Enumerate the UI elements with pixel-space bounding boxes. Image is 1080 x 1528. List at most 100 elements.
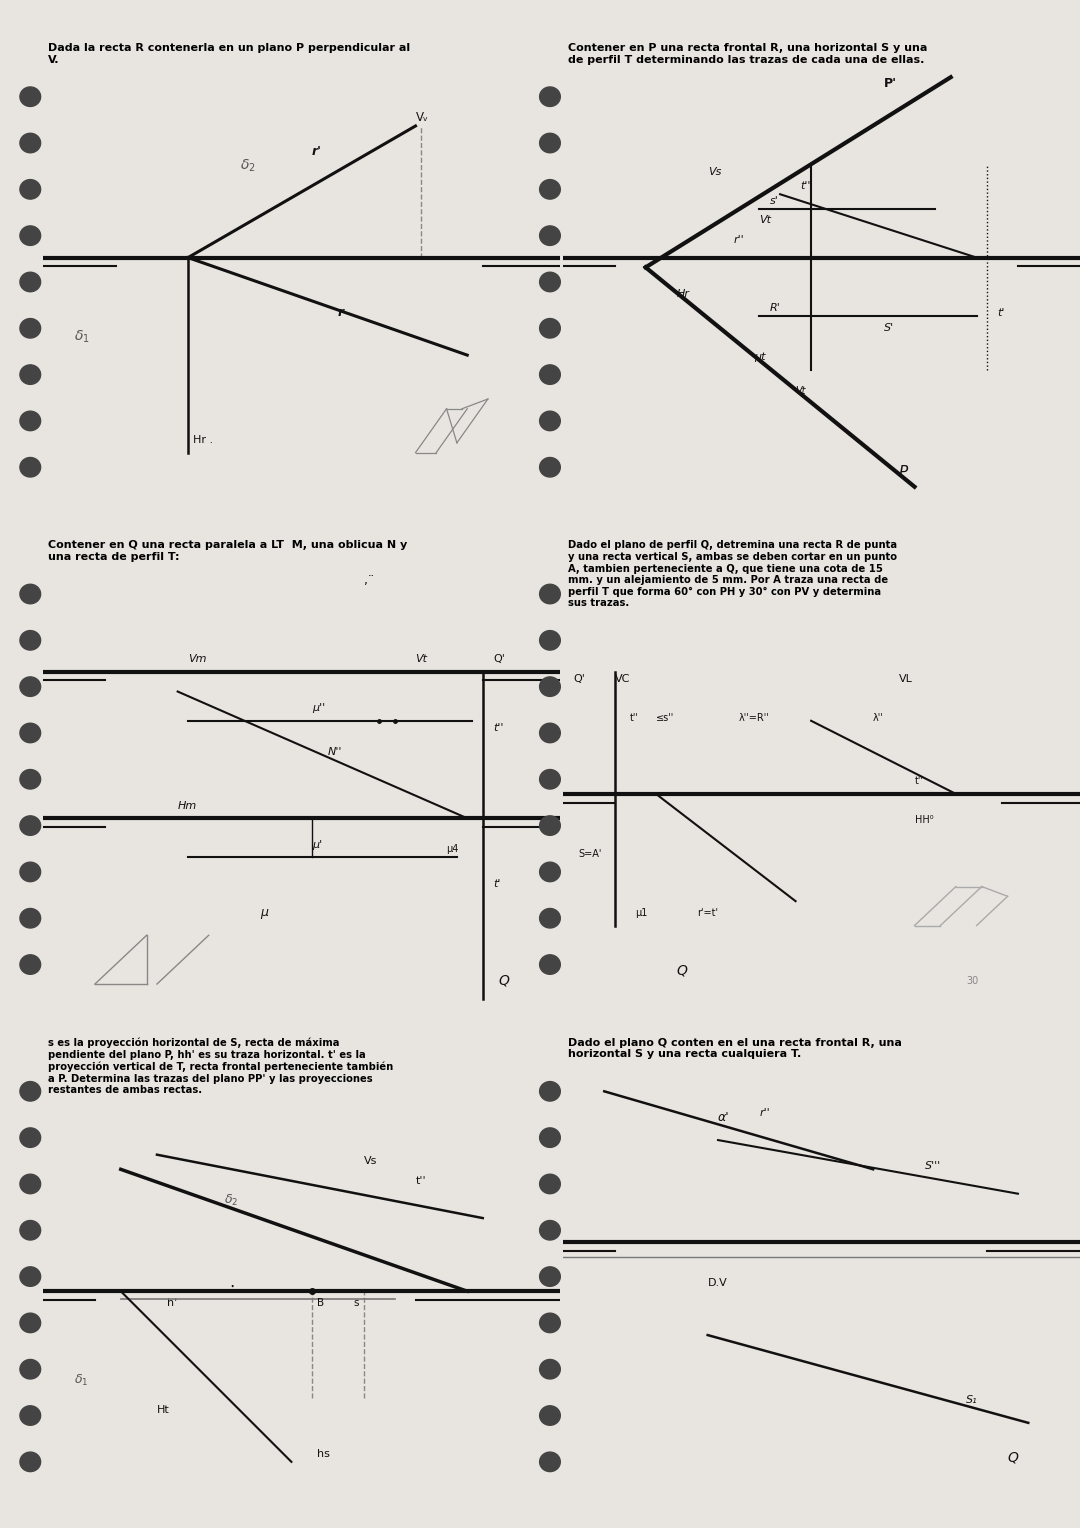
Text: h': h' <box>167 1297 177 1308</box>
Text: Dado el plano Q conten en el una recta frontal R, una
horizontal S y una recta c: Dado el plano Q conten en el una recta f… <box>568 1038 902 1059</box>
Circle shape <box>19 770 41 788</box>
Text: t'': t'' <box>494 723 503 732</box>
Text: t'': t'' <box>800 182 811 191</box>
Text: μ': μ' <box>312 839 322 850</box>
Text: $\delta_2$: $\delta_2$ <box>240 157 255 174</box>
Circle shape <box>540 770 561 788</box>
Text: r: r <box>338 306 345 319</box>
Text: Vt: Vt <box>759 215 771 226</box>
Text: ,¨: ,¨ <box>364 575 374 587</box>
Circle shape <box>540 411 561 431</box>
Circle shape <box>540 180 561 199</box>
Text: Q': Q' <box>573 674 585 683</box>
Circle shape <box>540 272 561 292</box>
Circle shape <box>540 723 561 743</box>
Text: VL: VL <box>899 674 913 683</box>
Circle shape <box>540 1267 561 1287</box>
Circle shape <box>540 1406 561 1426</box>
Circle shape <box>19 1406 41 1426</box>
Circle shape <box>19 816 41 836</box>
Text: s es la proyección horizontal de S, recta de máxima
pendiente del plano P, hh' e: s es la proyección horizontal de S, rect… <box>49 1038 393 1096</box>
Text: hs: hs <box>318 1449 330 1459</box>
Circle shape <box>540 318 561 338</box>
Circle shape <box>540 1452 561 1471</box>
Text: S₁: S₁ <box>967 1395 977 1406</box>
Circle shape <box>19 677 41 697</box>
Text: D.V: D.V <box>707 1279 728 1288</box>
Circle shape <box>540 1313 561 1332</box>
Text: S''': S''' <box>924 1161 941 1172</box>
Circle shape <box>540 133 561 153</box>
Circle shape <box>19 862 41 882</box>
Circle shape <box>19 1174 41 1193</box>
Text: Vs: Vs <box>364 1157 377 1166</box>
Circle shape <box>19 955 41 975</box>
Text: B: B <box>318 1297 324 1308</box>
Text: t'': t'' <box>416 1177 427 1186</box>
Circle shape <box>19 584 41 604</box>
Circle shape <box>540 1082 561 1102</box>
Text: s': s' <box>770 196 779 206</box>
Text: S=A': S=A' <box>579 850 602 859</box>
Text: P': P' <box>883 76 896 90</box>
Circle shape <box>19 909 41 927</box>
Circle shape <box>540 365 561 385</box>
Text: α': α' <box>718 1111 730 1123</box>
Text: $\cdot$: $\cdot$ <box>229 1277 234 1296</box>
Text: r'=t': r'=t' <box>698 908 718 918</box>
Text: λ''=R'': λ''=R'' <box>739 712 769 723</box>
Text: t'': t'' <box>630 712 639 723</box>
Text: Contener en P una recta frontal R, una horizontal S y una
de perfil T determinan: Contener en P una recta frontal R, una h… <box>568 43 928 64</box>
Text: $\delta_1$: $\delta_1$ <box>75 1372 89 1387</box>
Text: μ1: μ1 <box>635 908 648 918</box>
Text: Contener en Q una recta paralela a LT  M, una oblicua N y
una recta de perfil T:: Contener en Q una recta paralela a LT M,… <box>49 541 407 562</box>
Text: r'': r'' <box>733 235 744 244</box>
Circle shape <box>19 365 41 385</box>
Circle shape <box>540 1174 561 1193</box>
Circle shape <box>540 909 561 927</box>
Circle shape <box>19 133 41 153</box>
Circle shape <box>19 1452 41 1471</box>
Text: Dada la recta R contenerla en un plano P perpendicular al
V.: Dada la recta R contenerla en un plano P… <box>49 43 410 64</box>
Circle shape <box>19 87 41 107</box>
Circle shape <box>540 816 561 836</box>
Text: Dado el plano de perfil Q, detremina una recta R de punta
y una recta vertical S: Dado el plano de perfil Q, detremina una… <box>568 541 897 608</box>
Text: HH⁰: HH⁰ <box>915 814 933 825</box>
Text: μ: μ <box>260 906 269 918</box>
Text: $\delta_1$: $\delta_1$ <box>75 329 90 345</box>
Text: ≤s'': ≤s'' <box>656 712 674 723</box>
Text: μ'': μ'' <box>312 703 325 714</box>
Text: Vs: Vs <box>707 167 721 177</box>
Text: Hr: Hr <box>677 289 690 298</box>
Text: λ'': λ'' <box>873 712 883 723</box>
Text: Q: Q <box>677 963 688 978</box>
Circle shape <box>19 411 41 431</box>
Text: Hm: Hm <box>177 801 197 810</box>
Circle shape <box>19 457 41 477</box>
Text: Hr .: Hr . <box>193 435 213 445</box>
Circle shape <box>19 318 41 338</box>
Circle shape <box>19 1360 41 1378</box>
Text: 30: 30 <box>967 976 978 986</box>
Text: t': t' <box>997 309 1004 318</box>
Circle shape <box>19 723 41 743</box>
Circle shape <box>19 1221 41 1241</box>
Circle shape <box>540 955 561 975</box>
Text: Vt: Vt <box>416 654 428 665</box>
Text: μ4: μ4 <box>446 845 459 854</box>
Text: Vᵥ: Vᵥ <box>416 112 429 124</box>
Circle shape <box>19 1267 41 1287</box>
Text: r': r' <box>312 145 322 159</box>
Circle shape <box>19 272 41 292</box>
Text: $\delta_2$: $\delta_2$ <box>225 1192 239 1207</box>
Circle shape <box>540 87 561 107</box>
Circle shape <box>540 1128 561 1148</box>
Circle shape <box>19 1082 41 1102</box>
Text: Ht: Ht <box>157 1406 170 1415</box>
Text: t': t' <box>494 879 500 889</box>
Circle shape <box>540 226 561 246</box>
Text: P: P <box>899 465 908 480</box>
Circle shape <box>19 180 41 199</box>
Text: Q: Q <box>1008 1452 1018 1465</box>
Text: r'': r'' <box>759 1108 770 1117</box>
